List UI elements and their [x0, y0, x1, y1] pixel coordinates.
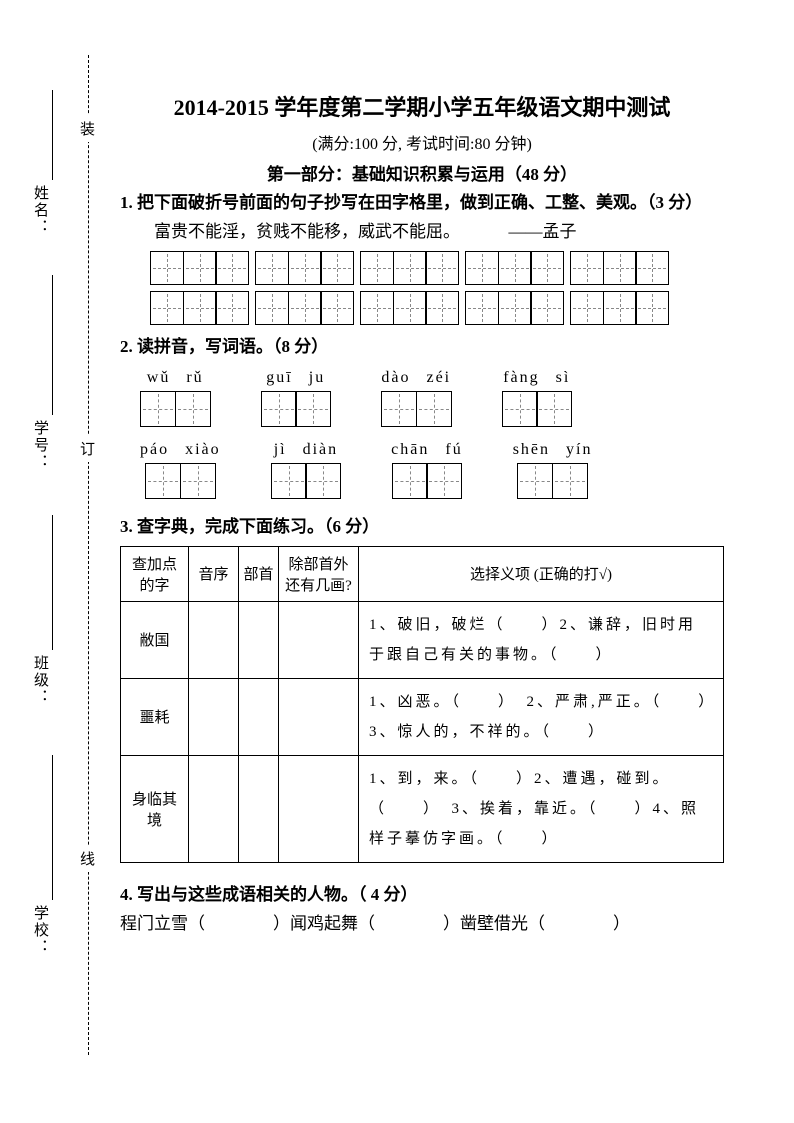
table-row: 噩耗 1、凶恶。（ ） 2、严肃,严正。（ ） 3、惊人的，不祥的。（ ） [121, 678, 724, 755]
page-subtitle: (满分:100 分, 考试时间:80 分钟) [120, 130, 724, 154]
th: 音序 [189, 546, 239, 601]
th: 查加点的字 [121, 546, 189, 601]
side-blank-line [52, 90, 53, 180]
pinyin: fàng sì [503, 369, 570, 387]
table-header-row: 查加点的字 音序 部首 除部首外还有几画? 选择义项 (正确的打√) [121, 546, 724, 601]
punch-label: 订 [80, 435, 95, 462]
q4-prompt: 4. 写出与这些成语相关的人物。（ 4 分） [120, 881, 724, 908]
q1-grid-row1 [150, 251, 724, 285]
punch-label: 线 [80, 845, 95, 872]
section-header: 第一部分：基础知识积累与运用（48 分） [120, 160, 724, 185]
q2-prompt: 2. 读拼音，写词语。（8 分） [120, 333, 724, 360]
meaning-cell: 1、到，来。（ ）2、遭遇，碰到。（ ） 3、挨着，靠近。（ ）4、照样子摹仿字… [359, 755, 724, 862]
page-title: 2014-2015 学年度第二学期小学五年级语文期中测试 [120, 90, 724, 122]
side-label-id: 学号： [30, 420, 51, 471]
dictionary-table: 查加点的字 音序 部首 除部首外还有几画? 选择义项 (正确的打√) 敝国 1、… [120, 546, 724, 863]
side-label-class: 班级： [30, 655, 51, 706]
side-blank-line [52, 275, 53, 415]
q3-prompt: 3. 查字典，完成下面练习。（6 分） [120, 513, 724, 540]
table-row: 敝国 1、破旧，破烂（ ）2、谦辞，旧时用于跟自己有关的事物。（ ） [121, 601, 724, 678]
meaning-cell: 1、凶恶。（ ） 2、严肃,严正。（ ） 3、惊人的，不祥的。（ ） [359, 678, 724, 755]
side-label-name: 姓名： [30, 185, 51, 236]
pinyin: guī ju [266, 369, 325, 387]
th: 部首 [239, 546, 279, 601]
punch-label: 装 [80, 115, 95, 142]
word-cell: 噩耗 [121, 678, 189, 755]
binding-dashed-line [88, 55, 89, 1055]
table-row: 身临其境 1、到，来。（ ）2、遭遇，碰到。（ ） 3、挨着，靠近。（ ）4、照… [121, 755, 724, 862]
q1-grid-row2 [150, 291, 724, 325]
pinyin: wǔ rǔ [147, 369, 204, 387]
side-label-school: 学校： [30, 905, 51, 956]
side-blank-line [52, 515, 53, 650]
word-cell: 身临其境 [121, 755, 189, 862]
exam-content: 2014-2015 学年度第二学期小学五年级语文期中测试 (满分:100 分, … [120, 90, 724, 937]
q4-line: 程门立雪（ ）闻鸡起舞（ ）凿壁借光（ ） [120, 910, 724, 937]
pinyin: chān fú [391, 441, 463, 459]
side-blank-line [52, 755, 53, 900]
binding-margin: 装 订 线 姓名： 学号： 班级： 学校： [30, 55, 110, 1055]
pinyin: dào zéi [381, 369, 451, 387]
pinyin: shēn yín [513, 441, 593, 459]
pinyin: jì diàn [274, 441, 338, 459]
q2-row2: páo xiào jì diàn chān fú shēn yín [140, 441, 724, 499]
th: 除部首外还有几画? [279, 546, 359, 601]
q1-text-line: 富贵不能淫，贫贱不能移，威武不能屈。 ——孟子 [120, 218, 724, 245]
q2-row1: wǔ rǔ guī ju dào zéi fàng sì [140, 369, 724, 427]
meaning-cell: 1、破旧，破烂（ ）2、谦辞，旧时用于跟自己有关的事物。（ ） [359, 601, 724, 678]
pinyin: páo xiào [140, 441, 221, 459]
q1-prompt: 1. 把下面破折号前面的句子抄写在田字格里，做到正确、工整、美观。（3 分） [120, 189, 724, 216]
th: 选择义项 (正确的打√) [359, 546, 724, 601]
word-cell: 敝国 [121, 601, 189, 678]
